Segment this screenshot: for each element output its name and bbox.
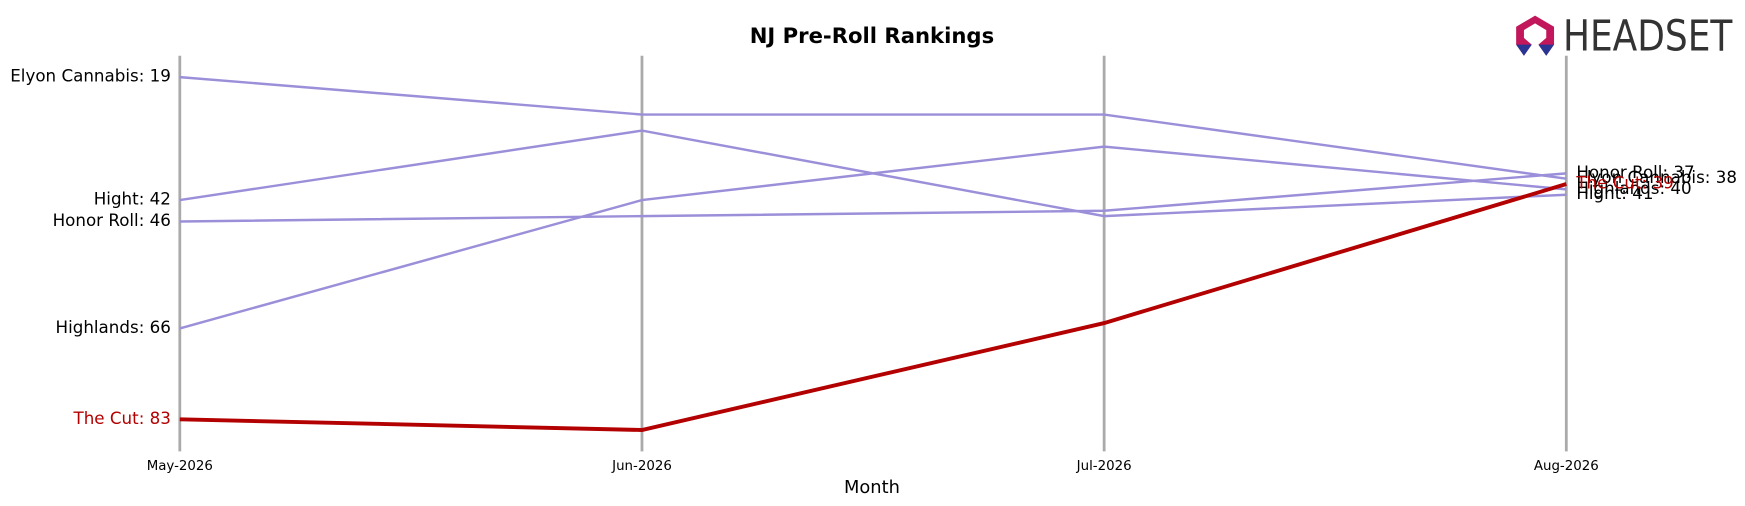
value-label: Elyon Cannabis: 19 xyxy=(10,66,171,86)
x-tick-label: Jun-2026 xyxy=(611,459,672,474)
value-label: Honor Roll: 37 xyxy=(1576,162,1694,182)
value-label: Honor Roll: 46 xyxy=(53,210,171,230)
x-tick-label: Jul-2026 xyxy=(1076,459,1132,474)
value-label: Highlands: 40 xyxy=(1576,178,1691,198)
logo: HEADSET xyxy=(1516,12,1732,61)
value-label: Highlands: 66 xyxy=(56,317,171,337)
value-label: Hight: 41 xyxy=(1576,183,1653,203)
logo-mark xyxy=(1538,44,1555,56)
value-label: Elyon Cannabis: 38 xyxy=(1576,167,1737,187)
series-line xyxy=(179,172,1567,223)
x-axis-label: Month xyxy=(844,477,900,498)
series-line xyxy=(179,145,1567,330)
chart-title: NJ Pre-Roll Rankings xyxy=(750,23,994,48)
series-line xyxy=(179,182,1567,432)
value-label: The Cut: 83 xyxy=(73,408,171,428)
x-tick-label: May-2026 xyxy=(147,459,213,474)
logo-text: HEADSET xyxy=(1563,12,1733,61)
logo-mark xyxy=(1516,44,1532,56)
x-tick-label: Aug-2026 xyxy=(1534,459,1599,474)
value-label: Hight: 42 xyxy=(94,189,171,209)
value-label: The Cut: 39 xyxy=(1575,173,1673,193)
series-line xyxy=(179,75,1567,180)
